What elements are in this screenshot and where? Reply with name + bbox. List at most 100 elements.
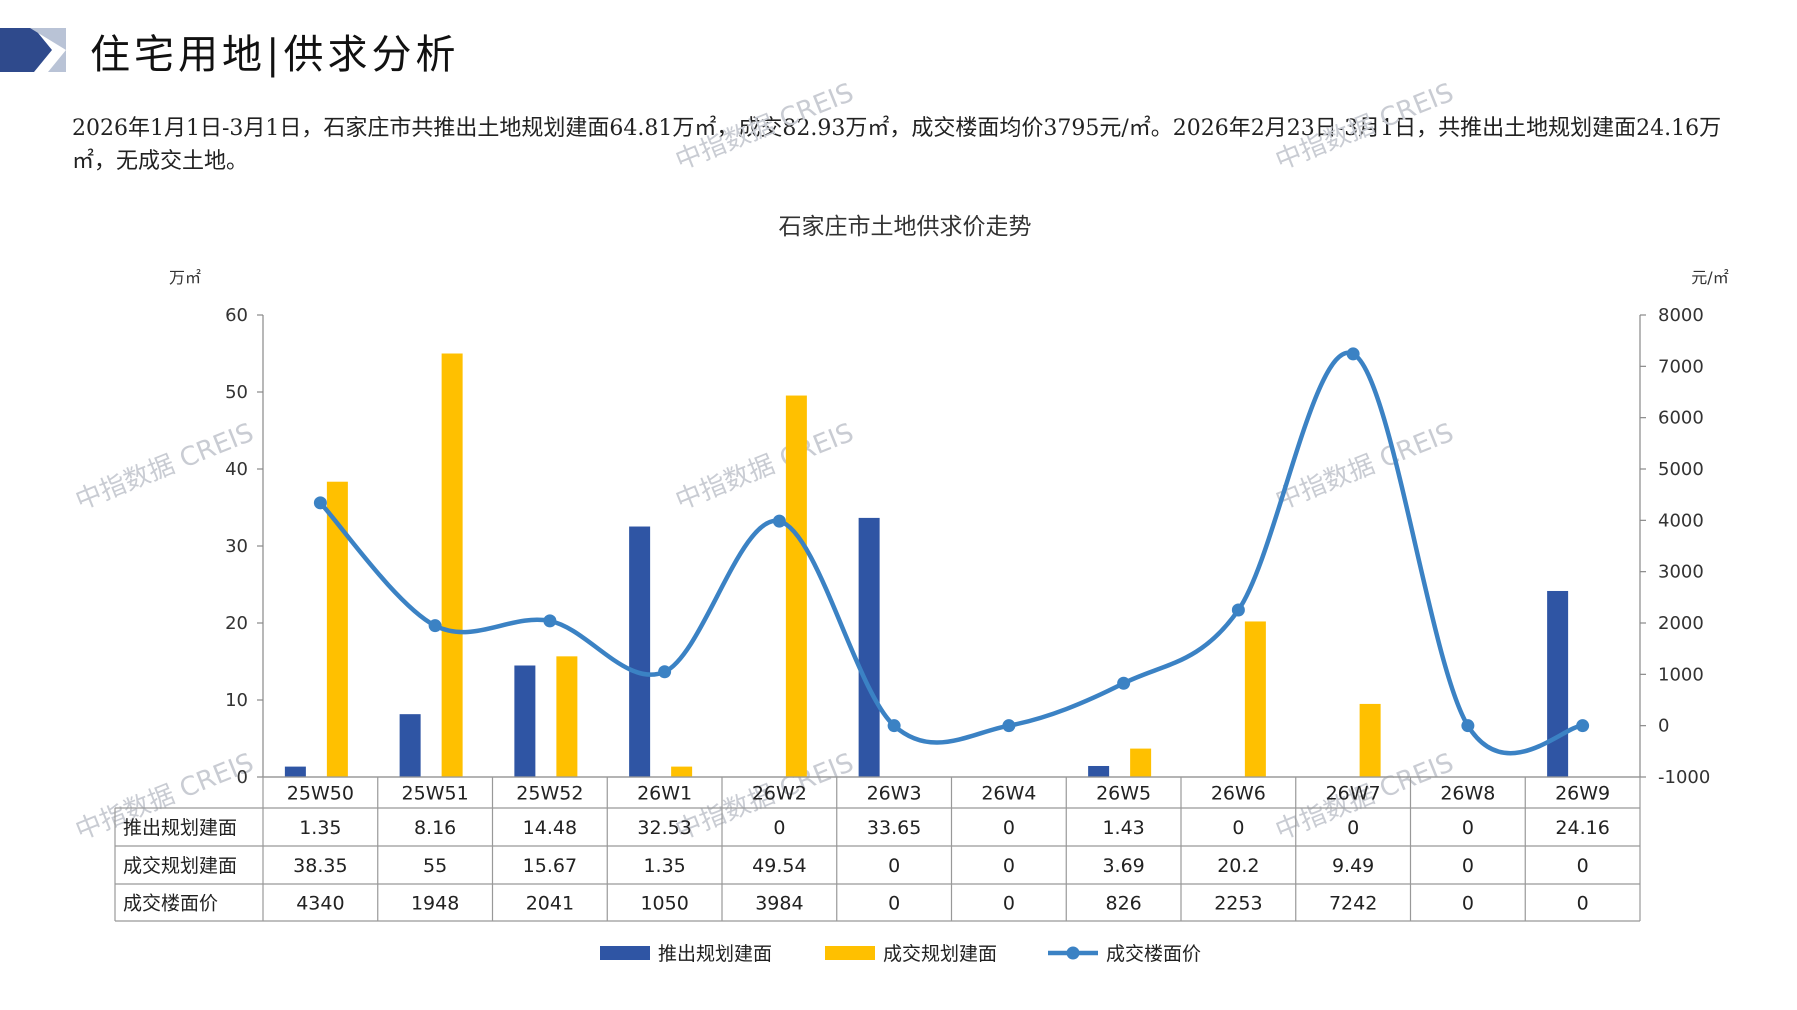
price-point: [1346, 347, 1360, 361]
table-cell: 0: [1577, 855, 1589, 877]
table-cell: 55: [423, 855, 447, 877]
bar-supply: [858, 517, 880, 777]
table-category-label: 26W6: [1211, 783, 1266, 805]
legend-label: 推出规划建面: [658, 943, 772, 965]
table-cell: 0: [1462, 855, 1474, 877]
right-axis-tick-label: 5000: [1658, 459, 1704, 480]
table-cell: 4340: [296, 893, 344, 915]
right-axis-tick-label: 7000: [1658, 356, 1704, 377]
table-cell: 0: [888, 855, 900, 877]
left-axis-tick-label: 30: [225, 536, 248, 557]
line-series: [313, 347, 1590, 756]
legend-swatch: [825, 946, 875, 960]
bar-deal: [1130, 748, 1152, 777]
table-cell: 49.54: [752, 855, 806, 877]
table-cell: 8.16: [414, 817, 456, 839]
table-cell: 24.16: [1555, 817, 1609, 839]
table-cell: 2041: [526, 893, 574, 915]
watermark-text: 中指数据 CREIS: [671, 418, 858, 517]
price-point: [313, 496, 327, 510]
legend-label: 成交规划建面: [883, 943, 997, 965]
legend-swatch: [600, 946, 650, 960]
bar-supply: [1547, 590, 1569, 777]
bar-supply: [399, 714, 421, 777]
table-cell: 0: [1462, 893, 1474, 915]
table-cell: 0: [1462, 817, 1474, 839]
table-category-label: 26W5: [1096, 783, 1151, 805]
table-category-label: 25W51: [402, 783, 469, 805]
price-line: [318, 350, 1585, 756]
table-row-header: 推出规划建面: [123, 817, 237, 839]
bar-deal: [785, 395, 807, 777]
table-cell: 20.2: [1217, 855, 1259, 877]
right-axis-tick-label: 3000: [1658, 562, 1704, 583]
right-axis-tick-label: 1000: [1658, 664, 1704, 685]
table-cell: 1050: [640, 893, 688, 915]
legend-label: 成交楼面价: [1106, 943, 1201, 965]
bar-deal: [441, 353, 463, 777]
table-category-label: 26W4: [981, 783, 1036, 805]
table-cell: 7242: [1329, 893, 1377, 915]
price-point: [1002, 719, 1016, 733]
table-cell: 1.43: [1102, 817, 1144, 839]
left-axis-tick-label: 60: [225, 305, 248, 326]
table-cell: 38.35: [293, 855, 347, 877]
left-axis-tick-label: 10: [225, 690, 248, 711]
chart-legend: 推出规划建面 成交规划建面 成交楼面价: [600, 943, 1201, 965]
right-axis-tick-label: 0: [1658, 716, 1669, 737]
table-cell: 1.35: [643, 855, 685, 877]
left-axis-unit: 万㎡: [169, 268, 201, 287]
table-row-header: 成交规划建面: [123, 855, 237, 877]
table-category-label: 26W8: [1440, 783, 1495, 805]
table-cell: 0: [1577, 893, 1589, 915]
table-row-header: 成交楼面价: [123, 893, 218, 915]
price-point: [428, 619, 442, 633]
price-point: [772, 514, 786, 528]
bar-deal: [1244, 621, 1266, 777]
table-category-label: 25W50: [287, 783, 354, 805]
bar-deal: [1359, 703, 1381, 777]
right-axis-tick-label: 6000: [1658, 408, 1704, 429]
table-cell: 826: [1105, 893, 1141, 915]
price-point: [543, 614, 557, 628]
watermark-text: 中指数据 CREIS: [671, 78, 858, 177]
right-axis-tick-label: -1000: [1658, 767, 1710, 788]
price-point: [658, 665, 672, 679]
bar-supply: [629, 526, 651, 777]
table-cell: 1948: [411, 893, 459, 915]
left-axis-tick-label: 50: [225, 382, 248, 403]
right-axis-tick-label: 2000: [1658, 613, 1704, 634]
bar-supply: [514, 665, 536, 777]
table-cell: 1.35: [299, 817, 341, 839]
summary-text: 2026年1月1日-3月1日，石家庄市共推出土地规划建面64.81万㎡，成交82…: [72, 116, 1722, 174]
table-cell: 2253: [1214, 893, 1262, 915]
header-logo-shapes: [0, 28, 66, 72]
right-axis-tick-label: 4000: [1658, 510, 1704, 531]
table-category-label: 25W52: [516, 783, 583, 805]
table-cell: 3984: [755, 893, 803, 915]
header-bar: [0, 28, 1797, 72]
table-cell: 0: [1232, 817, 1244, 839]
bar-supply: [284, 766, 306, 777]
table-cell: 15.67: [523, 855, 577, 877]
watermark-text: 中指数据 CREIS: [1271, 418, 1458, 517]
table-cell: 0: [1003, 855, 1015, 877]
table-category-label: 26W7: [1326, 783, 1381, 805]
bar-deal: [556, 656, 578, 777]
right-axis-unit: 元/㎡: [1691, 268, 1728, 287]
bar-series: [284, 353, 1569, 777]
table-cell: 0: [888, 893, 900, 915]
bar-deal: [671, 766, 693, 777]
watermark-text: 中指数据 CREIS: [1271, 78, 1458, 177]
table-category-label: 26W1: [637, 783, 692, 805]
price-point: [1461, 719, 1475, 733]
table-cell: 0: [1003, 893, 1015, 915]
left-axis-tick-label: 20: [225, 613, 248, 634]
price-point: [1231, 603, 1245, 617]
table-category-label: 26W9: [1555, 783, 1610, 805]
page-title: 住宅用地|供求分析: [90, 32, 460, 78]
table-cell: 0: [1003, 817, 1015, 839]
table-cell: 32.53: [637, 817, 691, 839]
price-point: [1576, 719, 1590, 733]
